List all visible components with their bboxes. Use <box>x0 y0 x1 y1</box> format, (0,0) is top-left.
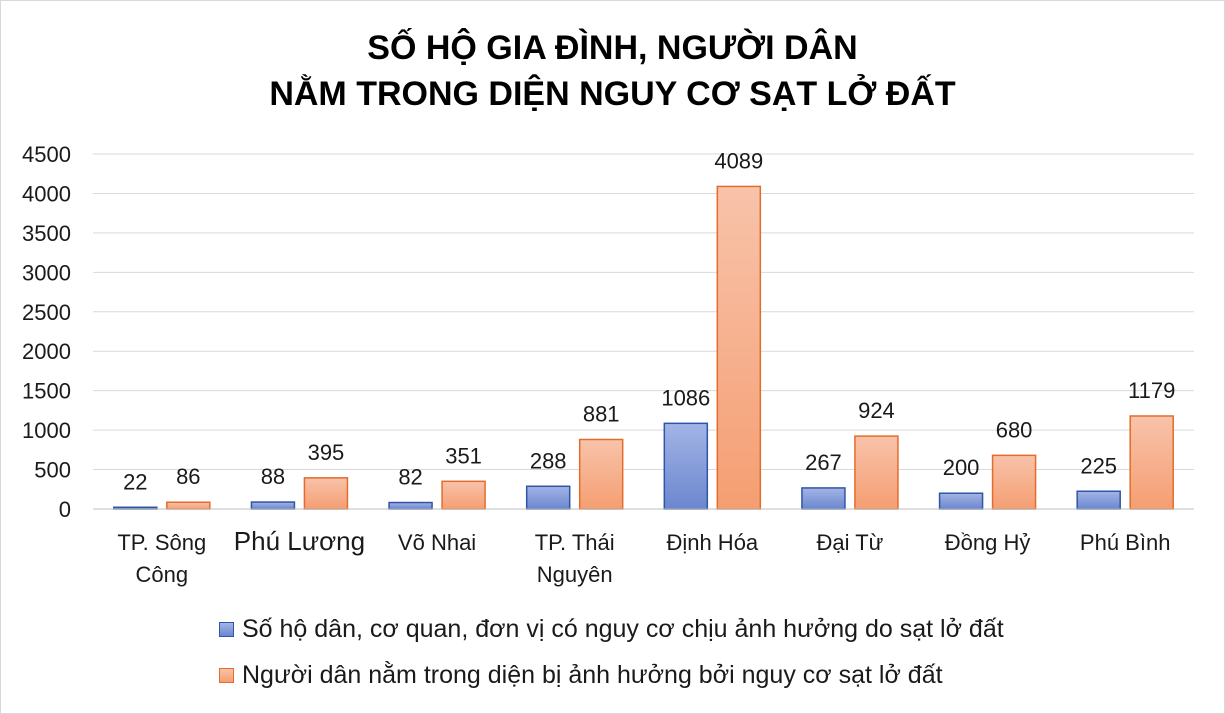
data-label: 82 <box>398 465 422 490</box>
bars <box>113 185 1174 510</box>
data-label: 86 <box>176 464 200 489</box>
bar-series-2[interactable] <box>991 454 1037 510</box>
chart-title-line-1: SỐ HỘ GIA ĐÌNH, NGƯỜI DÂN <box>367 29 858 67</box>
y-tick-label: 3000 <box>22 260 71 285</box>
gridlines <box>93 153 1194 510</box>
bar-series-2[interactable] <box>578 438 624 510</box>
data-label: 1179 <box>1128 378 1175 403</box>
data-label: 680 <box>996 417 1033 442</box>
chart-title-line-2: NẰM TRONG DIỆN NGUY CƠ SẠT LỞ ĐẤT <box>269 75 956 113</box>
legend-item-series-1[interactable]: Số hộ dân, cơ quan, đơn vị có nguy cơ ch… <box>219 615 1004 644</box>
bar-series-2[interactable] <box>166 501 211 510</box>
y-tick-label: 1500 <box>22 379 71 404</box>
bar-series-2[interactable] <box>441 480 486 510</box>
x-tick-label: Võ Nhai <box>398 530 476 555</box>
bar-series-1[interactable] <box>938 492 984 510</box>
data-label: 924 <box>858 398 895 423</box>
data-label: 200 <box>943 455 980 480</box>
bar-series-1[interactable] <box>525 485 571 510</box>
x-tick-label: Công <box>136 562 189 587</box>
data-label: 267 <box>805 450 842 475</box>
data-label: 4089 <box>714 148 763 173</box>
bar-series-1[interactable] <box>1076 490 1121 510</box>
x-tick-label: TP. Thái <box>535 530 615 555</box>
bar-series-1[interactable] <box>801 487 846 510</box>
bar-series-2[interactable] <box>303 477 349 510</box>
data-label: 1086 <box>661 385 710 410</box>
y-tick-label: 4000 <box>22 181 71 206</box>
data-label: 288 <box>530 448 567 473</box>
x-tick-label: TP. Sông <box>117 530 206 555</box>
bar-series-2[interactable] <box>854 435 899 510</box>
data-label: 395 <box>308 440 345 465</box>
legend-label-series-1: Số hộ dân, cơ quan, đơn vị có nguy cơ ch… <box>242 615 1004 643</box>
bar-series-1[interactable] <box>663 422 709 510</box>
y-tick-label: 1000 <box>22 418 71 443</box>
legend-label-series-2: Người dân nằm trong diện bị ảnh hưởng bở… <box>242 661 943 689</box>
legend-item-series-2[interactable]: Người dân nằm trong diện bị ảnh hưởng bở… <box>219 661 943 690</box>
legend-swatch-orange <box>219 668 234 683</box>
bar-series-2[interactable] <box>716 185 762 510</box>
data-label: 88 <box>261 464 285 489</box>
x-tick-label: Đại Từ <box>816 530 883 555</box>
axes: 0 500 1000 1500 2000 2500 3000 3500 4000 4500 TP. … <box>22 142 1194 587</box>
bar-series-2[interactable] <box>1129 415 1174 510</box>
x-tick-label: Phú Bình <box>1080 530 1171 555</box>
y-tick-label: 2500 <box>22 300 71 325</box>
legend-swatch-blue <box>219 622 234 637</box>
x-tick-label: Đồng Hỷ <box>945 530 1031 555</box>
y-tick-label: 500 <box>34 458 71 483</box>
bar-series-1[interactable] <box>388 501 433 510</box>
x-tick-label: Phú Lương <box>234 526 365 556</box>
data-labels: 22 86 88 395 82 351 288 881 1086 4089 267 924 200 680… <box>123 148 1175 494</box>
y-tick-label: 2000 <box>22 339 71 364</box>
y-tick-label: 4500 <box>22 142 71 167</box>
y-tick-label: 0 <box>59 497 71 522</box>
x-tick-label: Nguyên <box>537 562 613 587</box>
data-label: 881 <box>583 401 620 426</box>
bar-series-1[interactable] <box>250 501 296 510</box>
data-label: 22 <box>123 469 147 494</box>
x-tick-label: Định Hóa <box>666 530 758 555</box>
data-label: 351 <box>445 443 482 468</box>
y-tick-label: 3500 <box>22 221 71 246</box>
data-label: 225 <box>1080 453 1117 478</box>
bar-chart-plot: 22 86 88 395 82 351 288 881 1086 4089 267 924 200 680… <box>22 142 1194 587</box>
